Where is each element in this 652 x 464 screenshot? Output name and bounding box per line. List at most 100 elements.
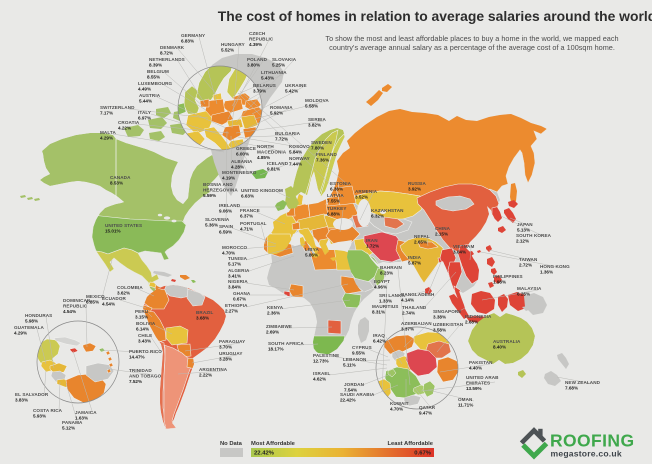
svg-text:REPUBLIC: REPUBLIC [249,36,274,41]
svg-text:INDIA: INDIA [408,255,422,260]
svg-text:Least Affordable: Least Affordable [387,441,433,447]
svg-text:6.88%: 6.88% [327,211,340,216]
svg-text:SRI LANKA: SRI LANKA [379,293,405,298]
svg-text:AND TOBAGO: AND TOBAGO [129,373,162,378]
svg-text:9.55%: 9.55% [352,350,365,355]
svg-text:3.83%: 3.83% [15,397,28,402]
svg-text:2.69%: 2.69% [266,329,279,334]
svg-text:AUSTRIA: AUSTRIA [139,93,161,98]
svg-text:ITALY: ITALY [138,110,151,115]
svg-text:3.04%: 3.04% [453,249,466,254]
svg-text:NORWAY: NORWAY [289,156,310,161]
svg-text:6.36%: 6.36% [330,186,343,191]
svg-text:BAHRAIN: BAHRAIN [380,265,402,270]
svg-text:MALAYSIA: MALAYSIA [517,286,542,291]
svg-text:IRELAND: IRELAND [219,203,241,208]
svg-text:country's average annual salar: country's average annual salary as a per… [329,43,615,52]
svg-text:4.22%: 4.22% [118,125,131,130]
svg-text:UKRAINE: UKRAINE [285,83,307,88]
svg-text:LATVIA: LATVIA [327,193,344,198]
svg-text:EGYPT: EGYPT [374,279,390,284]
svg-text:4.29%: 4.29% [100,135,113,140]
svg-text:6.59%: 6.59% [219,229,232,234]
svg-text:6.42%: 6.42% [373,338,386,343]
svg-text:To show the most and least aff: To show the most and least affordable pl… [325,34,618,43]
svg-text:5.52%: 5.52% [221,47,234,52]
svg-text:3.79%: 3.79% [253,88,266,93]
svg-text:Most Affordable: Most Affordable [251,441,296,447]
svg-text:HONG KONG: HONG KONG [540,264,570,269]
svg-text:4.54%: 4.54% [63,309,76,314]
svg-text:4.28%: 4.28% [231,164,244,169]
svg-text:11.71%: 11.71% [458,402,473,407]
svg-text:2.74%: 2.74% [402,310,415,315]
svg-text:5.43%: 5.43% [261,75,274,80]
svg-text:TRINIDAD: TRINIDAD [129,368,152,373]
svg-text:BELGIUM: BELGIUM [147,69,169,74]
svg-text:4.14%: 4.14% [401,297,414,302]
svg-text:No Data: No Data [220,441,243,447]
svg-text:9.81%: 9.81% [267,166,280,171]
svg-text:PHILIPPINES: PHILIPPINES [493,274,523,279]
svg-text:ECUADOR: ECUADOR [102,296,127,301]
svg-text:5.84%: 5.84% [289,149,302,154]
svg-text:5.44%: 5.44% [139,98,152,103]
svg-text:5.17%: 5.17% [228,261,241,266]
svg-text:4.70%: 4.70% [390,406,403,411]
svg-text:CANADA: CANADA [110,175,131,180]
svg-text:UNITED STATES: UNITED STATES [105,223,142,228]
svg-text:4.70%: 4.70% [222,250,235,255]
svg-text:JORDAN: JORDAN [344,382,365,387]
svg-text:KAZAKHSTAN: KAZAKHSTAN [371,208,404,213]
svg-text:7.54%: 7.54% [344,387,357,392]
svg-text:UZBEKISTAN: UZBEKISTAN [433,322,464,327]
svg-text:3.84%: 3.84% [228,284,241,289]
svg-text:4.71%: 4.71% [240,226,253,231]
svg-text:0.67%: 0.67% [233,296,246,301]
svg-text:ESTONIA: ESTONIA [330,181,352,186]
svg-text:ETHIOPIA: ETHIOPIA [225,303,248,308]
svg-text:NETHERLANDS: NETHERLANDS [149,57,185,62]
svg-text:BOSNIA AND: BOSNIA AND [203,182,233,187]
svg-text:5.12%: 5.12% [62,425,75,430]
svg-text:6.83%: 6.83% [181,38,194,43]
svg-text:KOSOVO: KOSOVO [289,144,310,149]
svg-text:MALTA: MALTA [100,130,116,135]
svg-text:ICELAND: ICELAND [267,161,289,166]
svg-text:6.37%: 6.37% [240,213,253,218]
svg-text:2.68%: 2.68% [465,319,478,324]
svg-text:4.39%: 4.39% [249,42,262,47]
svg-text:7.44%: 7.44% [289,161,302,166]
svg-text:SWEDEN: SWEDEN [311,140,332,145]
svg-text:SAUDI ARABIA: SAUDI ARABIA [340,392,375,397]
svg-text:DENMARK: DENMARK [160,45,185,50]
svg-text:PALESTINE: PALESTINE [313,353,339,358]
svg-text:TUNISIA: TUNISIA [228,256,248,261]
svg-text:SLOVENIA: SLOVENIA [205,217,230,222]
svg-text:1.63%: 1.63% [75,415,88,420]
svg-text:8.72%: 8.72% [160,50,173,55]
svg-text:5.36%: 5.36% [205,222,218,227]
svg-text:NORTH: NORTH [257,144,274,149]
svg-text:QATAR: QATAR [419,405,436,410]
svg-text:RUSSIA: RUSSIA [408,181,427,186]
svg-text:COLOMBIA: COLOMBIA [117,285,143,290]
svg-text:PANAMA: PANAMA [62,420,83,425]
svg-text:3.28%: 3.28% [219,356,232,361]
svg-text:6.97%: 6.97% [138,115,151,120]
svg-text:ARGENTINA: ARGENTINA [199,367,228,372]
svg-text:The cost of homes in relation: The cost of homes in relation to average… [218,8,652,24]
svg-text:3.62%: 3.62% [117,290,130,295]
svg-text:MAURITIUS: MAURITIUS [372,304,398,309]
svg-text:0.67%: 0.67% [414,451,431,457]
svg-text:HONDURAS: HONDURAS [25,313,52,318]
svg-text:1.98%: 1.98% [493,279,506,284]
svg-text:INDONESIA: INDONESIA [465,314,492,319]
svg-text:7.36%: 7.36% [316,157,329,162]
svg-text:5.11%: 5.11% [343,362,356,367]
svg-text:BOLIVIA: BOLIVIA [136,321,156,326]
svg-text:7.17%: 7.17% [100,110,113,115]
svg-text:CYPRUS: CYPRUS [352,345,372,350]
svg-text:MOLDOVA: MOLDOVA [305,98,329,103]
svg-text:LITHUANIA: LITHUANIA [261,70,287,75]
